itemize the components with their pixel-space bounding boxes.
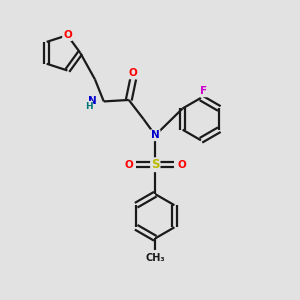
Text: O: O [125,160,134,170]
Text: S: S [151,158,160,171]
Text: O: O [129,68,138,78]
Text: CH₃: CH₃ [146,253,165,263]
Text: O: O [177,160,186,170]
Text: N: N [88,96,96,106]
Text: H: H [85,102,92,111]
Text: F: F [200,86,207,96]
Text: N: N [151,130,160,140]
Text: O: O [63,30,72,40]
